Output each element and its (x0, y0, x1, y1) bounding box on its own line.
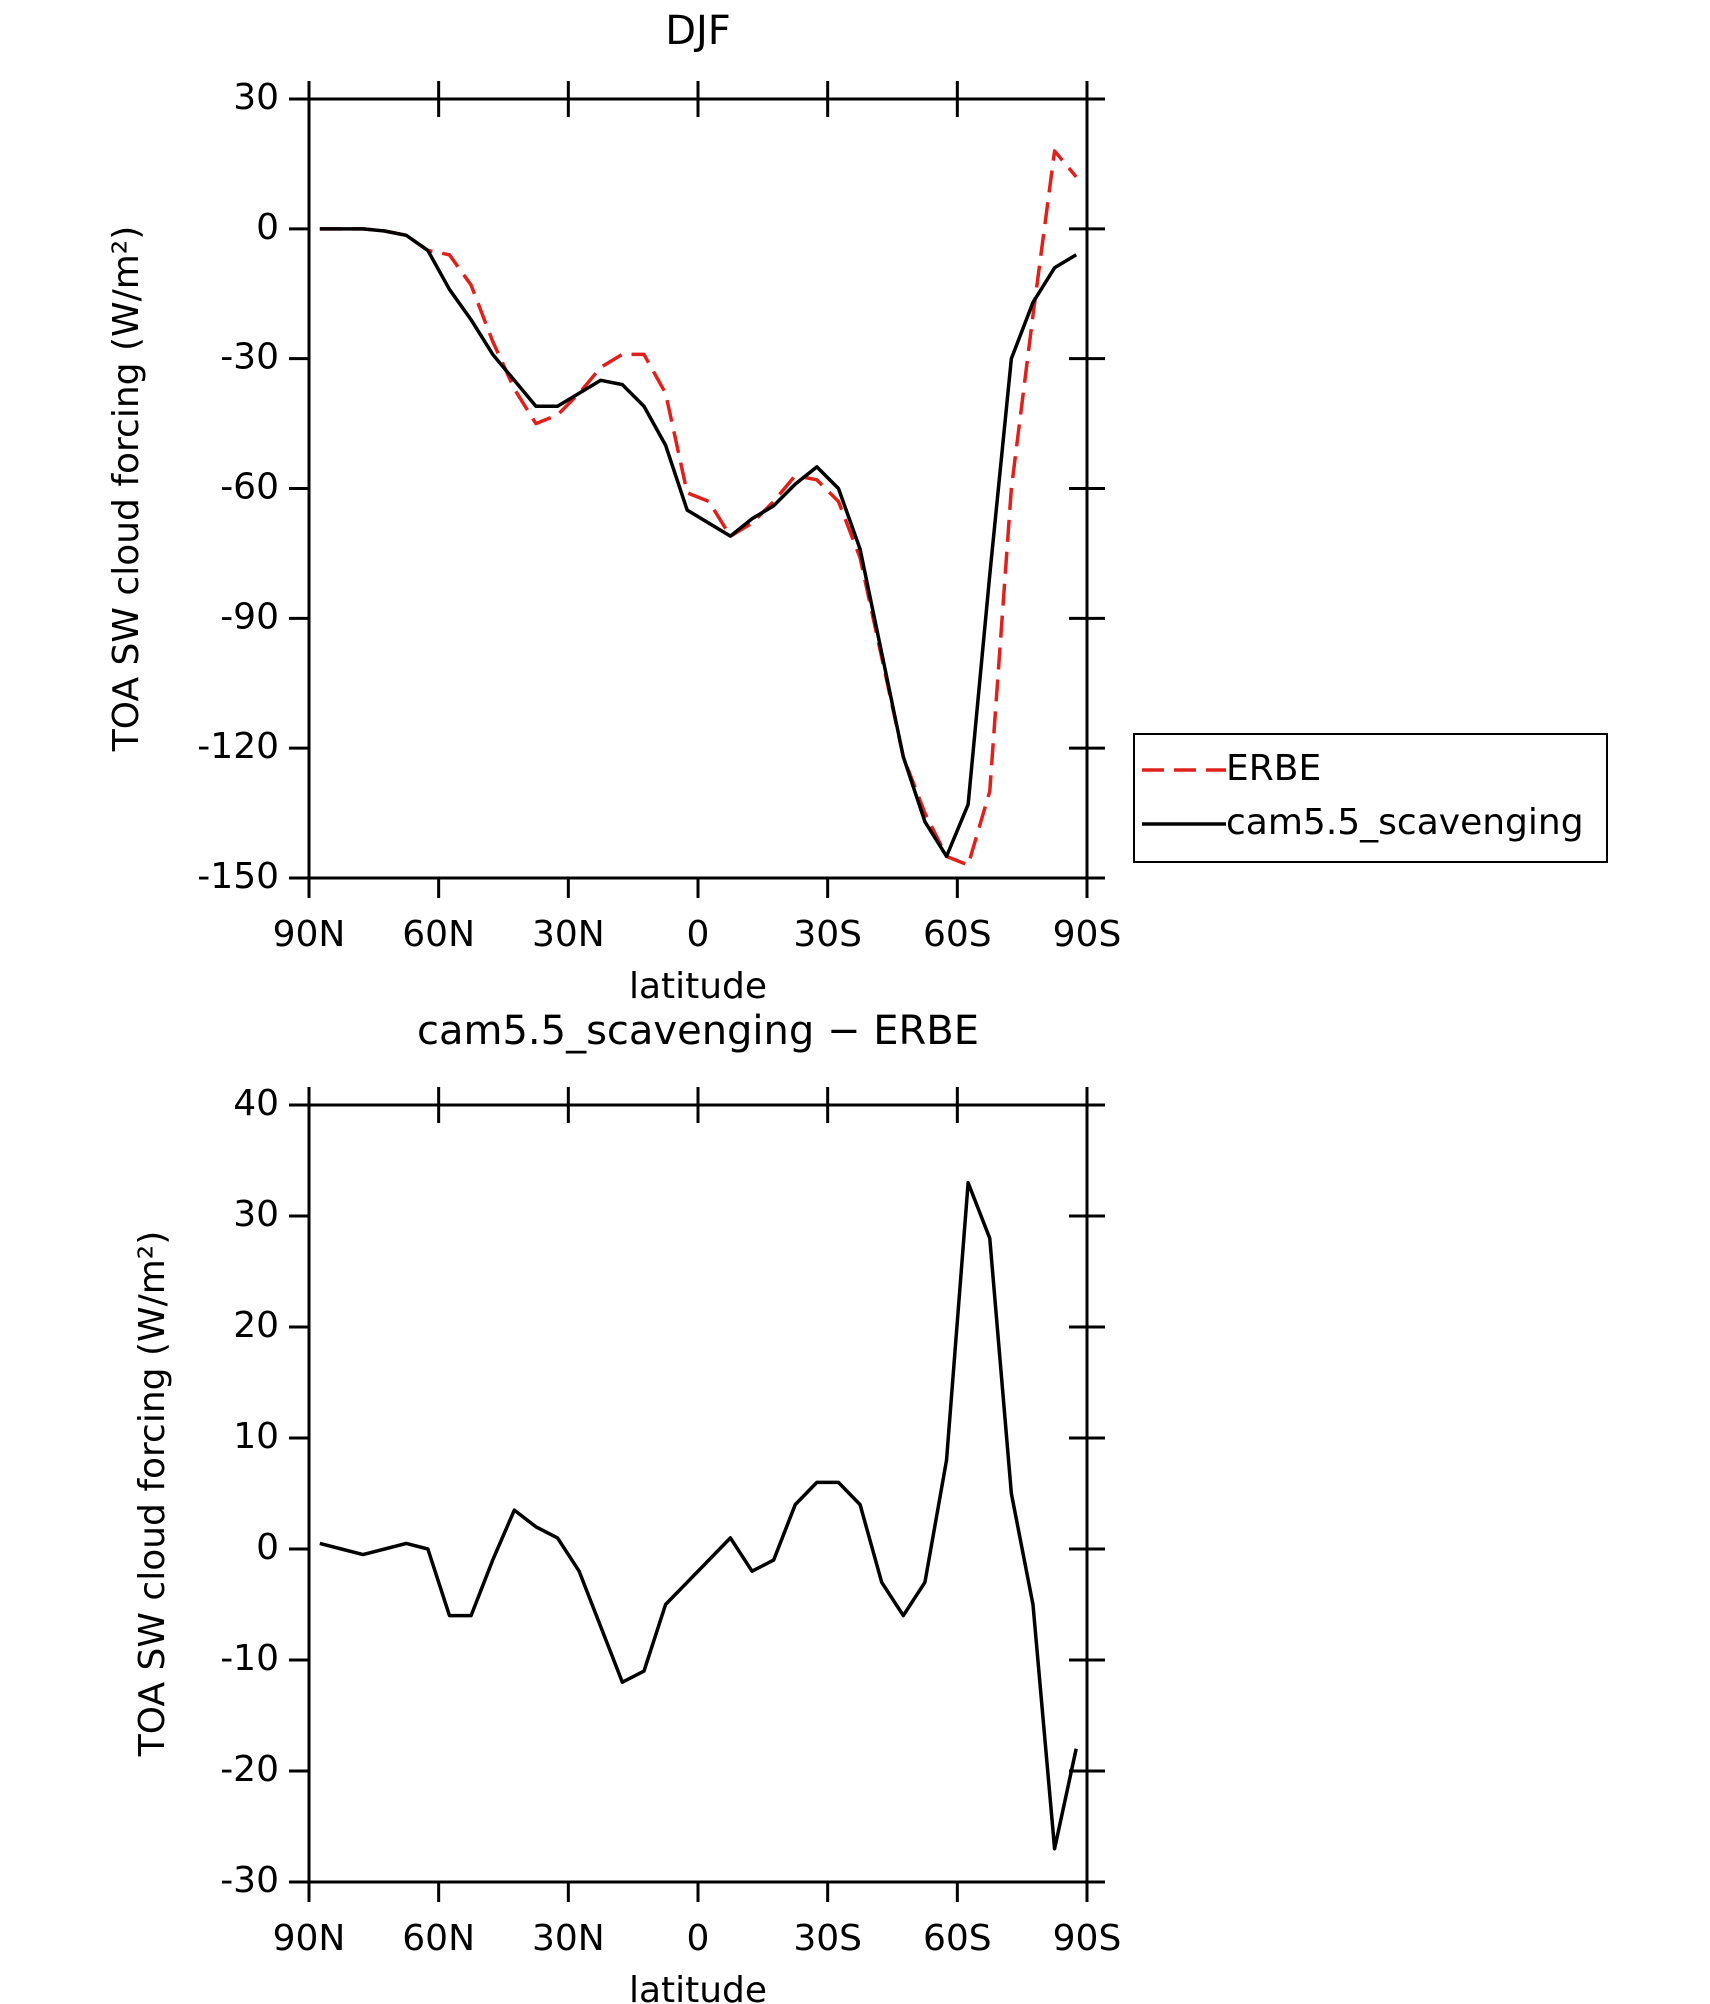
y-tick-label: -120 (197, 726, 279, 767)
y-tick-label: 0 (256, 1527, 279, 1568)
y-tick-label: -60 (220, 467, 279, 508)
y-tick-label: -150 (197, 856, 279, 897)
x-tick-label: 60N (402, 1918, 475, 1959)
data-line (319, 1180, 1078, 1851)
x-tick-label: 90S (1053, 1918, 1122, 1959)
y-tick-label: -20 (220, 1749, 279, 1790)
plot-frame (307, 1103, 1089, 1884)
x-tick-label: 30N (532, 914, 605, 955)
legend-label: ERBE (1226, 748, 1321, 789)
y-tick-label: 10 (233, 1416, 279, 1457)
x-tick-label: 30S (793, 1918, 862, 1959)
x-tick-label: 90N (273, 1918, 346, 1959)
y-tick-label: 40 (233, 1083, 279, 1124)
y-tick-label: 30 (233, 77, 279, 118)
y-tick-label: 20 (233, 1305, 279, 1346)
x-tick-label: 90S (1053, 914, 1122, 955)
x-tick-label: 90N (273, 914, 346, 955)
x-tick-label: 0 (687, 1918, 710, 1959)
y-tick-label: -10 (220, 1638, 279, 1679)
y-tick-label: -30 (220, 1860, 279, 1901)
y-tick-label: 0 (256, 207, 279, 248)
y-tick-label: -30 (220, 337, 279, 378)
x-axis-label: latitude (629, 966, 767, 1007)
data-line (319, 149, 1078, 867)
y-tick-label: -90 (220, 596, 279, 637)
legend-box (1133, 733, 1608, 863)
chart-title: cam5.5_scavenging − ERBE (417, 1008, 979, 1054)
x-tick-label: 60S (923, 914, 992, 955)
data-line (319, 227, 1078, 859)
x-tick-label: 30N (532, 1918, 605, 1959)
x-axis-label: latitude (629, 1970, 767, 2004)
y-tick-label: 30 (233, 1194, 279, 1235)
x-tick-label: 60S (923, 1918, 992, 1959)
y-axis-label: TOA SW cloud forcing (W/m²) (132, 1231, 173, 1758)
chart-title: DJF (665, 8, 731, 54)
x-tick-label: 0 (687, 914, 710, 955)
x-tick-label: 60N (402, 914, 475, 955)
plot-frame (307, 97, 1089, 880)
y-axis-label: TOA SW cloud forcing (W/m²) (106, 226, 147, 753)
legend-label: cam5.5_scavenging (1226, 802, 1584, 843)
x-tick-label: 30S (793, 914, 862, 955)
